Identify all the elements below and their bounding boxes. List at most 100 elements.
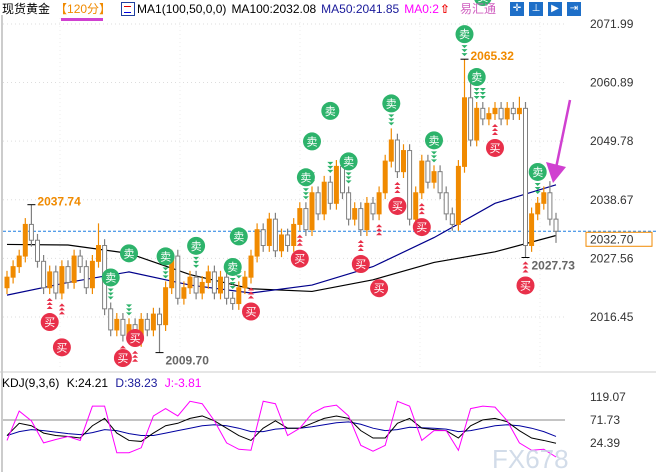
- candle-body: [425, 160, 431, 183]
- buy-arrow-icon: [357, 240, 364, 244]
- buy-signal-label: 买: [374, 282, 385, 295]
- sell-signal-label: 卖: [300, 171, 311, 184]
- candle-body: [114, 318, 120, 331]
- candle-body: [199, 281, 205, 294]
- candle-body: [22, 223, 28, 257]
- sell-signal: [455, 25, 474, 44]
- sell-arrow-icon: [473, 96, 480, 100]
- buy-arrow-icon: [492, 127, 498, 131]
- candle-body: [157, 313, 162, 326]
- buy-arrow-icon: [132, 350, 139, 354]
- sell-signal-label: 卖: [307, 135, 318, 148]
- candle-body: [510, 107, 516, 115]
- buy-signal-label: 买: [520, 279, 531, 292]
- candle-body: [144, 318, 150, 331]
- buy-signal-label: 买: [44, 316, 55, 329]
- candle-body: [419, 160, 425, 194]
- sell-arrow-icon: [345, 172, 352, 176]
- exit-icon[interactable]: ⇥: [567, 1, 581, 16]
- buy-arrow-icon: [394, 189, 401, 193]
- sell-signal: [339, 152, 358, 171]
- buy-signal: [126, 329, 145, 347]
- buy-arrow-icon: [132, 358, 139, 362]
- buy-arrow-icon: [248, 291, 254, 295]
- candle-body: [431, 171, 437, 183]
- sell-arrow-icon: [534, 182, 541, 186]
- candle-body: [193, 276, 199, 294]
- buy-arrow-icon: [132, 354, 139, 358]
- candle-body: [413, 192, 419, 220]
- sell-arrow-icon: [479, 96, 486, 100]
- sell-arrow-icon: [302, 196, 309, 200]
- sell-arrow-icon: [327, 165, 334, 169]
- buy-arrow-icon: [357, 244, 364, 248]
- candle-body: [65, 266, 71, 283]
- sell-arrow-icon: [162, 275, 169, 279]
- sell-arrow-icon: [126, 312, 132, 316]
- candle-body: [529, 213, 535, 247]
- up-arrow-icon: ⇧: [439, 1, 450, 16]
- buy-arrow-icon: [376, 232, 383, 236]
- range-icon[interactable]: ⊥: [529, 1, 543, 16]
- price-tick-label: 2060.89: [590, 76, 634, 90]
- crosshair-icon[interactable]: ✛: [510, 1, 524, 16]
- indicator-name[interactable]: MA1(100,50,0,0): [137, 1, 227, 16]
- sell-signal: [303, 132, 321, 151]
- candle-body: [279, 234, 284, 252]
- price-tick-label: 2038.67: [590, 193, 634, 207]
- buy-signal-label: 买: [130, 332, 141, 345]
- sell-arrow-icon: [473, 92, 480, 96]
- sell-arrow-icon: [327, 161, 334, 165]
- candle-body: [401, 150, 406, 173]
- ma50-line: [6, 184, 557, 296]
- candle-body: [236, 287, 242, 305]
- candle-body: [504, 107, 510, 120]
- candle-body: [468, 97, 474, 141]
- candle-body: [224, 276, 230, 299]
- sell-arrow-icon: [126, 304, 132, 308]
- candle-body: [449, 213, 455, 225]
- sell-arrow-icon: [388, 118, 395, 122]
- watermark: FX678: [492, 444, 569, 472]
- candle-body: [480, 107, 486, 120]
- sell-signal-label: 卖: [191, 240, 202, 253]
- candle-body: [28, 223, 34, 241]
- candle-body: [230, 297, 236, 305]
- candle-body: [16, 255, 22, 268]
- price-tick-label: 2027.56: [590, 251, 634, 265]
- period-selector[interactable]: 【120分】: [55, 2, 112, 16]
- buy-arrow-icon: [119, 345, 126, 349]
- candle-body: [248, 255, 254, 278]
- sell-signal-label: 卖: [325, 105, 336, 118]
- sell-arrow-icon: [235, 275, 242, 279]
- buy-arrow-icon: [248, 287, 254, 291]
- candle-body: [474, 107, 480, 141]
- buy-arrow-icon: [418, 203, 425, 207]
- candle-body: [498, 107, 504, 120]
- sell-arrow-icon: [302, 192, 309, 196]
- current-price-label: 2032.70: [590, 232, 634, 246]
- sell-signal: [101, 268, 120, 287]
- sell-arrow-icon: [327, 169, 334, 173]
- sell-signal-label: 卖: [477, 0, 488, 4]
- buy-arrow-icon: [58, 307, 65, 311]
- buy-signal: [388, 196, 407, 215]
- sell-arrow-icon: [229, 281, 236, 285]
- sell-arrow-icon: [162, 271, 169, 275]
- candle-body: [10, 266, 16, 278]
- chart-header: 现货黄金 【120分】 MA1(100,50,0,0) MA100:2032.0…: [0, 0, 656, 17]
- ma100-value: MA100:2032.08: [231, 1, 317, 16]
- indicator-chart-icon[interactable]: [121, 1, 136, 16]
- sell-arrow-icon: [235, 271, 242, 275]
- candle-body: [59, 266, 65, 294]
- buy-signal-label: 买: [490, 142, 501, 155]
- candle-body: [272, 218, 278, 252]
- symbol-name[interactable]: 现货黄金: [2, 2, 51, 16]
- sell-arrow-icon: [126, 308, 132, 312]
- candle-body: [516, 107, 522, 115]
- sell-signal: [425, 131, 443, 150]
- ma50-value: MA50:2041.85: [321, 1, 400, 16]
- play-icon[interactable]: ▶: [548, 1, 562, 16]
- candle-body: [4, 276, 10, 289]
